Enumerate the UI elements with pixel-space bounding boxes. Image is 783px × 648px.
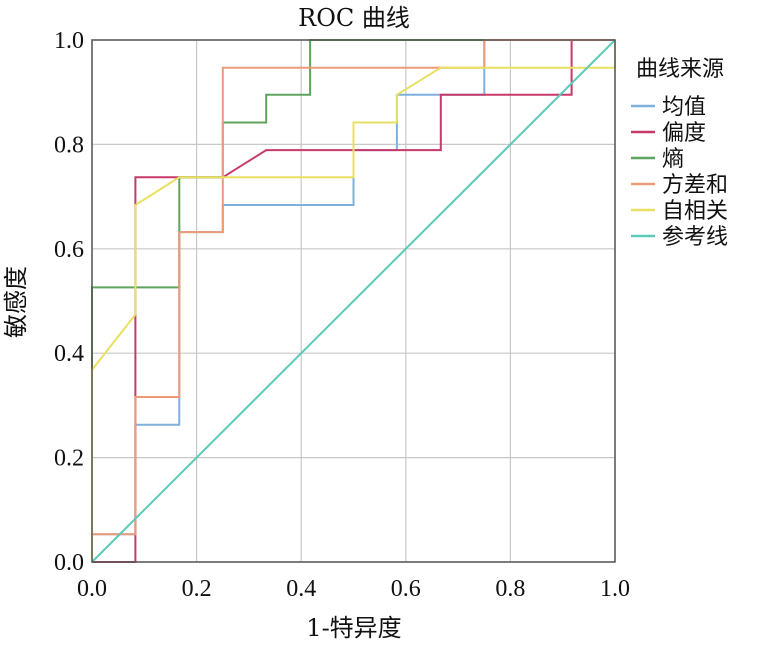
x-tick-label: 0.8 <box>495 576 525 602</box>
plot-frame <box>91 39 616 563</box>
series-line-参考线 <box>91 39 616 563</box>
legend-label: 参考线 <box>662 225 728 250</box>
legend-label: 均值 <box>662 95 706 120</box>
legend-label: 方差和 <box>662 173 728 198</box>
series-lines <box>91 39 616 563</box>
x-tick-label: 0.4 <box>286 576 316 602</box>
x-tick-label: 0.0 <box>77 576 107 602</box>
y-tick-labels: 0.0 0.2 0.4 0.6 0.8 1.0 <box>54 28 84 576</box>
y-axis-label: 敏感度 <box>2 266 30 338</box>
legend-label: 熵 <box>662 147 684 172</box>
x-tick-labels: 0.0 0.2 0.4 0.6 0.8 1.0 <box>77 576 630 602</box>
y-tick-label: 0.8 <box>54 132 84 158</box>
chart-title: ROC 曲线 <box>298 4 410 32</box>
x-tick-label: 0.6 <box>391 576 421 602</box>
x-tick-label: 1.0 <box>600 576 630 602</box>
x-axis-label: 1-特异度 <box>306 614 401 642</box>
y-tick-label: 1.0 <box>54 28 84 54</box>
legend-label: 偏度 <box>662 121 706 146</box>
legend-title: 曲线来源 <box>636 57 724 82</box>
x-tick-label: 0.2 <box>182 576 212 602</box>
series-line-自相关 <box>91 40 616 562</box>
legend-label: 自相关 <box>662 199 728 224</box>
y-tick-label: 0.6 <box>54 237 84 263</box>
y-tick-label: 0.2 <box>54 446 84 472</box>
y-tick-label: 0.4 <box>54 341 84 367</box>
y-tick-label: 0.0 <box>54 550 84 576</box>
